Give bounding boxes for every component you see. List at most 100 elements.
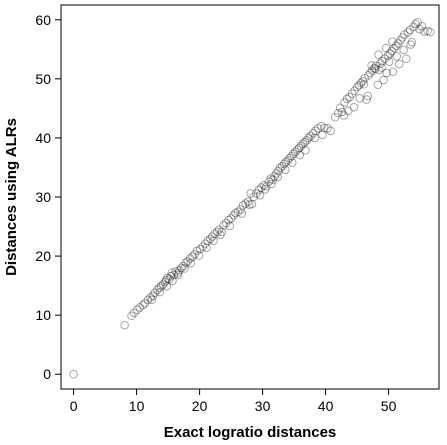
data-point — [154, 283, 164, 293]
data-point — [406, 40, 415, 49]
data-points — [69, 17, 435, 379]
data-point — [283, 156, 293, 165]
y-tick-label: 20 — [35, 248, 51, 264]
data-point — [247, 199, 257, 209]
data-point — [173, 270, 183, 280]
data-point — [143, 295, 153, 305]
data-point — [216, 230, 225, 240]
data-point — [243, 197, 253, 207]
data-point — [355, 94, 364, 103]
data-point — [178, 261, 188, 271]
data-point — [379, 75, 388, 85]
data-point — [270, 172, 279, 181]
data-point — [212, 227, 222, 237]
data-point — [343, 106, 353, 116]
data-point — [304, 133, 313, 143]
x-tick-label: 30 — [255, 398, 271, 414]
data-point — [257, 183, 266, 192]
data-point — [363, 91, 373, 101]
data-point — [369, 63, 379, 73]
data-point — [254, 185, 264, 195]
data-point — [367, 66, 377, 75]
x-tick-label: 10 — [129, 398, 145, 414]
data-point — [246, 189, 255, 198]
data-point — [380, 54, 390, 64]
data-point — [295, 150, 305, 160]
data-point — [374, 50, 383, 59]
data-point — [221, 218, 231, 228]
data-point — [311, 126, 320, 136]
data-point — [158, 280, 168, 289]
y-tick-label: 50 — [35, 71, 51, 87]
data-point — [389, 43, 399, 53]
data-point — [333, 108, 343, 118]
data-point — [155, 287, 165, 297]
data-point — [373, 80, 383, 90]
data-point — [398, 33, 407, 42]
data-point — [249, 192, 259, 202]
data-point — [350, 86, 359, 95]
data-point — [320, 123, 329, 133]
x-tick-label: 0 — [70, 398, 78, 414]
data-point — [140, 299, 150, 308]
data-point — [156, 281, 166, 291]
data-point — [310, 133, 320, 143]
data-point — [168, 276, 177, 286]
data-point — [392, 52, 402, 61]
data-point — [377, 63, 386, 72]
data-point — [69, 369, 78, 379]
data-point — [183, 257, 192, 266]
data-point — [376, 59, 385, 68]
data-point — [153, 285, 162, 295]
data-point — [129, 308, 139, 318]
data-point — [175, 265, 184, 275]
data-point — [287, 151, 296, 161]
data-point — [188, 252, 197, 261]
data-point — [186, 258, 196, 268]
data-point — [342, 94, 352, 104]
data-point — [316, 121, 326, 131]
data-point — [385, 49, 395, 58]
data-point — [356, 78, 366, 88]
data-point — [396, 36, 405, 45]
data-point — [425, 27, 435, 37]
y-axis-title: Distances using ALRs — [3, 118, 20, 276]
data-point — [217, 227, 226, 237]
data-point — [420, 27, 429, 36]
data-point — [219, 221, 228, 230]
data-point — [364, 71, 373, 80]
data-point — [273, 172, 283, 182]
y-tick-label: 10 — [35, 307, 51, 323]
data-point — [366, 68, 375, 78]
data-point — [292, 145, 302, 155]
data-point — [289, 149, 298, 159]
data-point — [413, 17, 422, 27]
data-point — [135, 303, 145, 312]
data-point — [165, 274, 174, 284]
data-point — [150, 288, 160, 298]
data-point — [287, 158, 297, 168]
data-point — [384, 57, 394, 67]
x-axis: 0 10 20 30 40 50 — [70, 389, 397, 414]
data-point — [294, 143, 304, 153]
data-point — [371, 64, 380, 74]
data-point — [354, 81, 364, 90]
data-point — [296, 141, 306, 151]
data-point — [146, 293, 155, 302]
data-point — [323, 124, 332, 133]
data-point — [163, 273, 172, 283]
data-point — [162, 281, 172, 291]
data-point — [358, 76, 368, 86]
data-point — [330, 112, 340, 122]
data-point — [306, 131, 315, 141]
data-point — [148, 291, 158, 300]
data-point — [423, 26, 432, 36]
data-point — [177, 263, 186, 273]
data-point — [266, 174, 276, 183]
data-point — [192, 246, 202, 256]
data-point — [298, 139, 308, 149]
data-point — [280, 165, 290, 175]
data-point — [190, 250, 199, 259]
data-point — [180, 264, 189, 273]
data-point — [403, 27, 413, 37]
